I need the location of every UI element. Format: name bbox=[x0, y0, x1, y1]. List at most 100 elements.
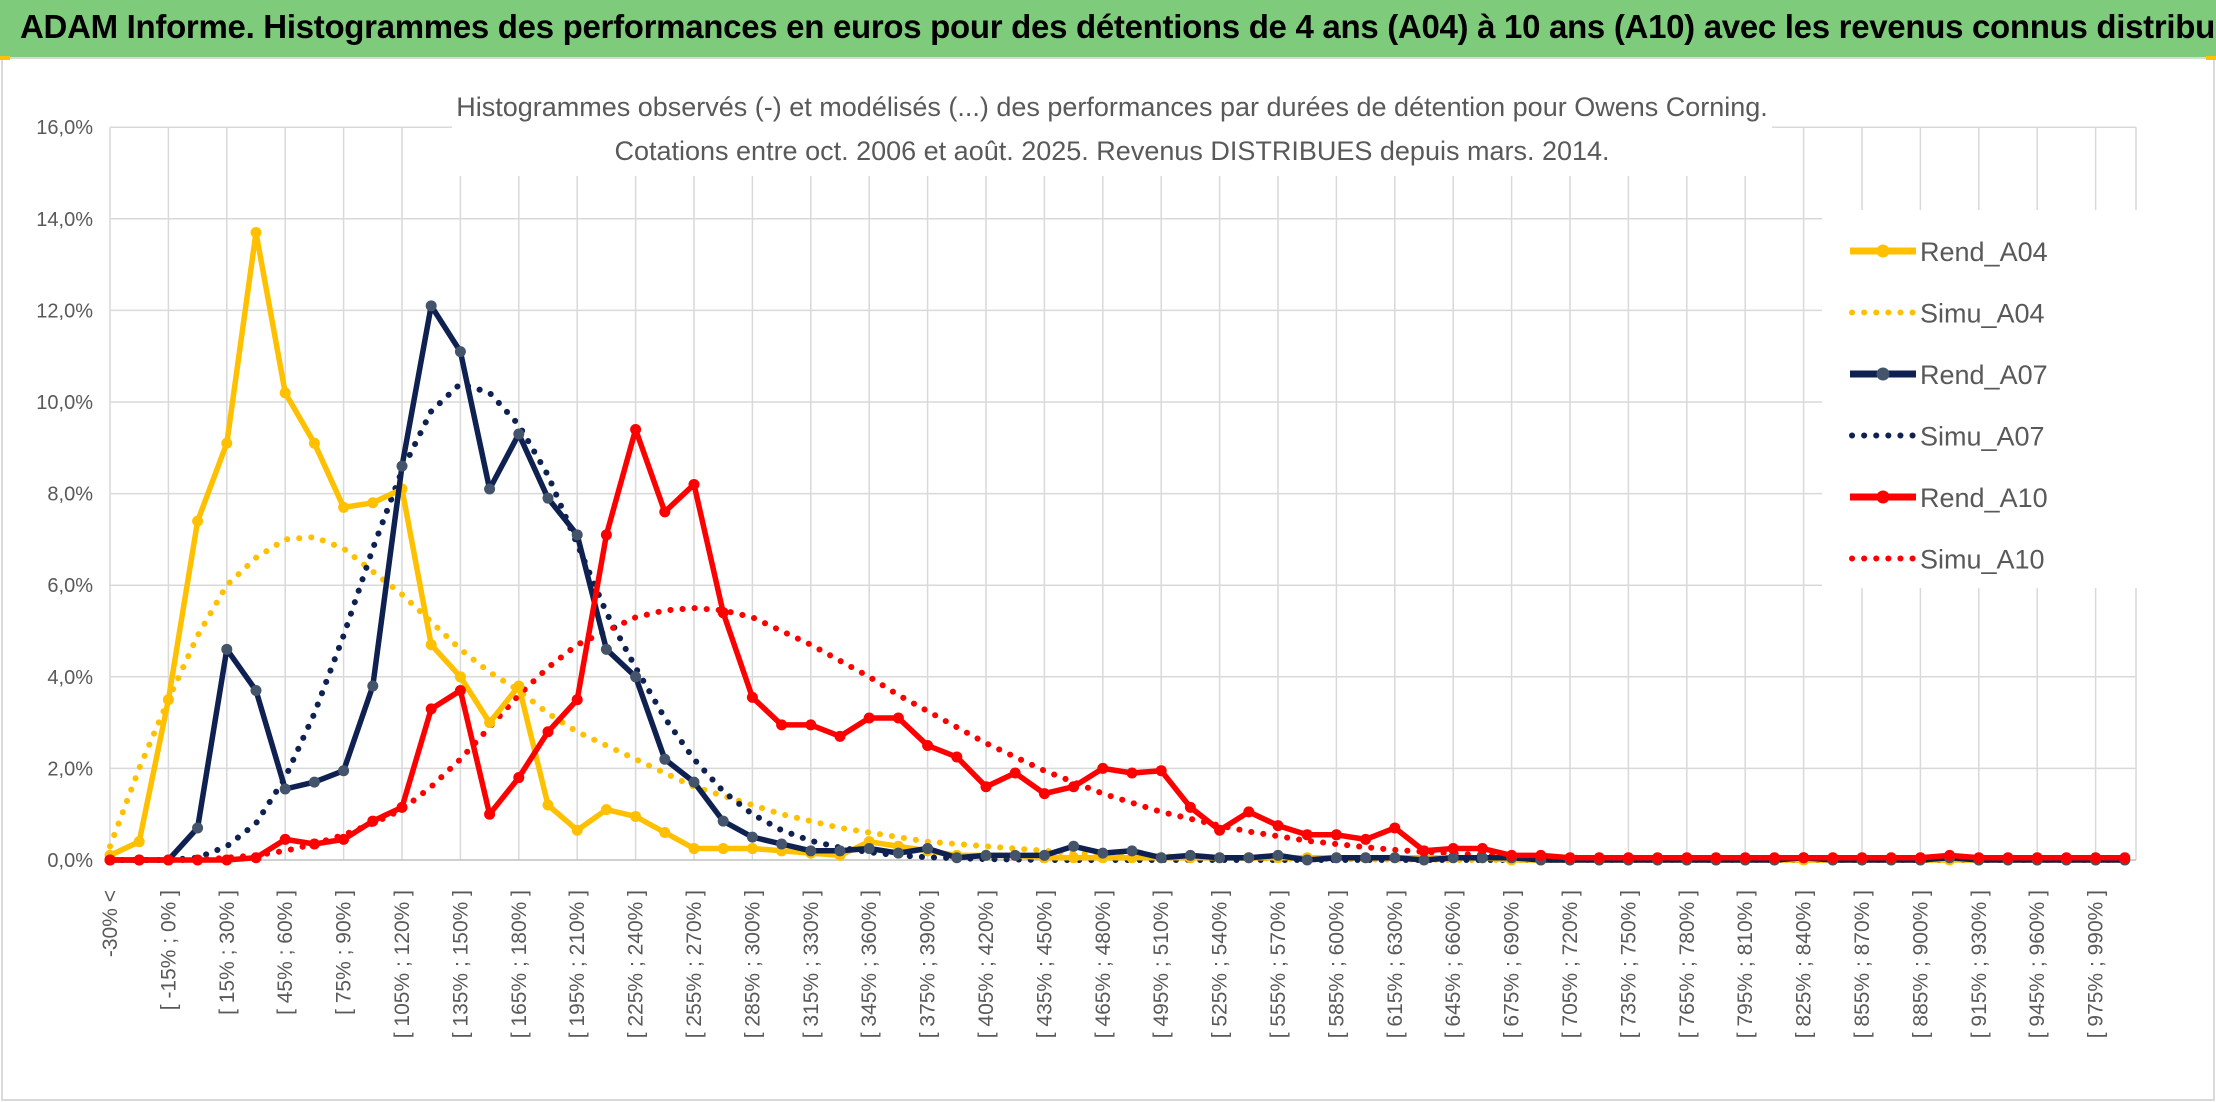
data-point bbox=[542, 726, 554, 738]
x-tick-label: [ 195% ; 210% ] bbox=[566, 890, 589, 1038]
data-point bbox=[1184, 801, 1196, 813]
data-point bbox=[542, 492, 554, 504]
series-line-Simu_A10 bbox=[107, 605, 2128, 863]
x-tick-label: [ 105% ; 120% ] bbox=[391, 890, 414, 1038]
data-point bbox=[104, 854, 116, 866]
data-point bbox=[484, 808, 496, 820]
data-point bbox=[805, 845, 817, 857]
legend-entry: Simu_A10 bbox=[1849, 545, 2045, 575]
data-point bbox=[1798, 852, 1810, 864]
x-tick-label: [ 675% ; 690% ] bbox=[1501, 890, 1524, 1038]
data-point bbox=[1068, 840, 1080, 852]
data-point bbox=[571, 694, 583, 706]
data-point bbox=[1126, 845, 1138, 857]
data-point bbox=[746, 843, 758, 855]
frame-border bbox=[1, 57, 2215, 1101]
data-point bbox=[717, 815, 729, 827]
x-tick-label: [ 555% ; 570% ] bbox=[1267, 890, 1290, 1038]
y-tick-label: 14,0% bbox=[36, 209, 93, 231]
chart-frame bbox=[0, 56, 2216, 1101]
data-point bbox=[338, 833, 350, 845]
x-tick-label: [ 615% ; 630% ] bbox=[1384, 890, 1407, 1038]
data-point bbox=[250, 685, 262, 697]
data-point bbox=[1944, 849, 1956, 861]
data-point bbox=[338, 765, 350, 777]
data-point bbox=[1038, 788, 1050, 800]
data-point bbox=[571, 824, 583, 836]
data-point bbox=[513, 772, 525, 784]
data-point bbox=[396, 801, 408, 813]
data-point bbox=[1097, 847, 1109, 859]
y-tick-label: 0,0% bbox=[47, 850, 93, 872]
x-tick-label: [ 405% ; 420% ] bbox=[975, 890, 998, 1038]
data-point bbox=[1768, 852, 1780, 864]
x-tick-label: [ 315% ; 330% ] bbox=[800, 890, 823, 1038]
x-tick-label: [ 705% ; 720% ] bbox=[1559, 890, 1582, 1038]
data-point bbox=[688, 776, 700, 788]
legend-entry: Rend_A07 bbox=[1850, 360, 2048, 390]
data-point bbox=[192, 854, 204, 866]
data-point bbox=[951, 852, 963, 864]
data-point bbox=[776, 719, 788, 731]
data-point bbox=[308, 437, 320, 449]
legend-entry: Simu_A04 bbox=[1849, 299, 2045, 329]
legend-background bbox=[1822, 210, 2140, 588]
data-point bbox=[513, 428, 525, 440]
x-tick-label: [ 735% ; 750% ] bbox=[1617, 890, 1640, 1038]
legend-entry: Simu_A07 bbox=[1849, 422, 2045, 452]
x-tick-label: [ 795% ; 810% ] bbox=[1734, 890, 1757, 1038]
data-point bbox=[1622, 852, 1634, 864]
data-point bbox=[1447, 852, 1459, 864]
data-point bbox=[250, 852, 262, 864]
data-point bbox=[367, 497, 379, 509]
data-point bbox=[1330, 829, 1342, 841]
chart-title: Histogrammes observés (-) et modélisés (… bbox=[456, 92, 1768, 122]
x-tick-label: [ 885% ; 900% ] bbox=[1909, 890, 1932, 1038]
y-tick-label: 16,0% bbox=[36, 117, 93, 139]
x-tick-label: [ 45% ; 60% ] bbox=[274, 890, 297, 1015]
data-point bbox=[425, 300, 437, 312]
data-point bbox=[1447, 843, 1459, 855]
data-point bbox=[659, 827, 671, 839]
data-point bbox=[1068, 781, 1080, 793]
data-point bbox=[805, 719, 817, 731]
data-point bbox=[1418, 845, 1430, 857]
data-point bbox=[192, 515, 204, 527]
data-point bbox=[454, 685, 466, 697]
data-point bbox=[630, 423, 642, 435]
series-Simu_A10 bbox=[107, 605, 2128, 863]
data-point bbox=[396, 460, 408, 472]
legend-label: Rend_A07 bbox=[1920, 360, 2048, 390]
legend-marker bbox=[1876, 244, 1890, 258]
legend-marker bbox=[1876, 490, 1890, 504]
data-point bbox=[1009, 767, 1021, 779]
x-tick-label: [ 525% ; 540% ] bbox=[1209, 890, 1232, 1038]
data-point bbox=[2119, 852, 2131, 864]
y-tick-label: 2,0% bbox=[47, 758, 93, 780]
data-point bbox=[133, 854, 145, 866]
data-point bbox=[192, 822, 204, 834]
data-point bbox=[1330, 852, 1342, 864]
data-point bbox=[1827, 852, 1839, 864]
x-tick-label: [ -15% ; 0% ] bbox=[157, 890, 180, 1010]
data-point bbox=[951, 751, 963, 763]
data-point bbox=[1564, 852, 1576, 864]
x-tick-label: [ 855% ; 870% ] bbox=[1851, 890, 1874, 1038]
data-point bbox=[162, 694, 174, 706]
data-point bbox=[1243, 852, 1255, 864]
data-point bbox=[367, 815, 379, 827]
data-point bbox=[1856, 852, 1868, 864]
data-point bbox=[133, 836, 145, 848]
x-tick-label: [ 255% ; 270% ] bbox=[683, 890, 706, 1038]
data-point bbox=[834, 730, 846, 742]
data-point bbox=[1914, 852, 1926, 864]
x-tick-label: [ 465% ; 480% ] bbox=[1092, 890, 1115, 1038]
legend-marker bbox=[1876, 367, 1890, 381]
chart-subtitle: Cotations entre oct. 2006 et août. 2025.… bbox=[614, 136, 1609, 166]
title-background bbox=[452, 82, 1772, 176]
data-point bbox=[922, 740, 934, 751]
data-point bbox=[863, 712, 875, 724]
x-tick-label: [ 15% ; 30% ] bbox=[216, 890, 239, 1015]
data-point bbox=[513, 680, 525, 692]
data-point bbox=[2031, 852, 2043, 864]
